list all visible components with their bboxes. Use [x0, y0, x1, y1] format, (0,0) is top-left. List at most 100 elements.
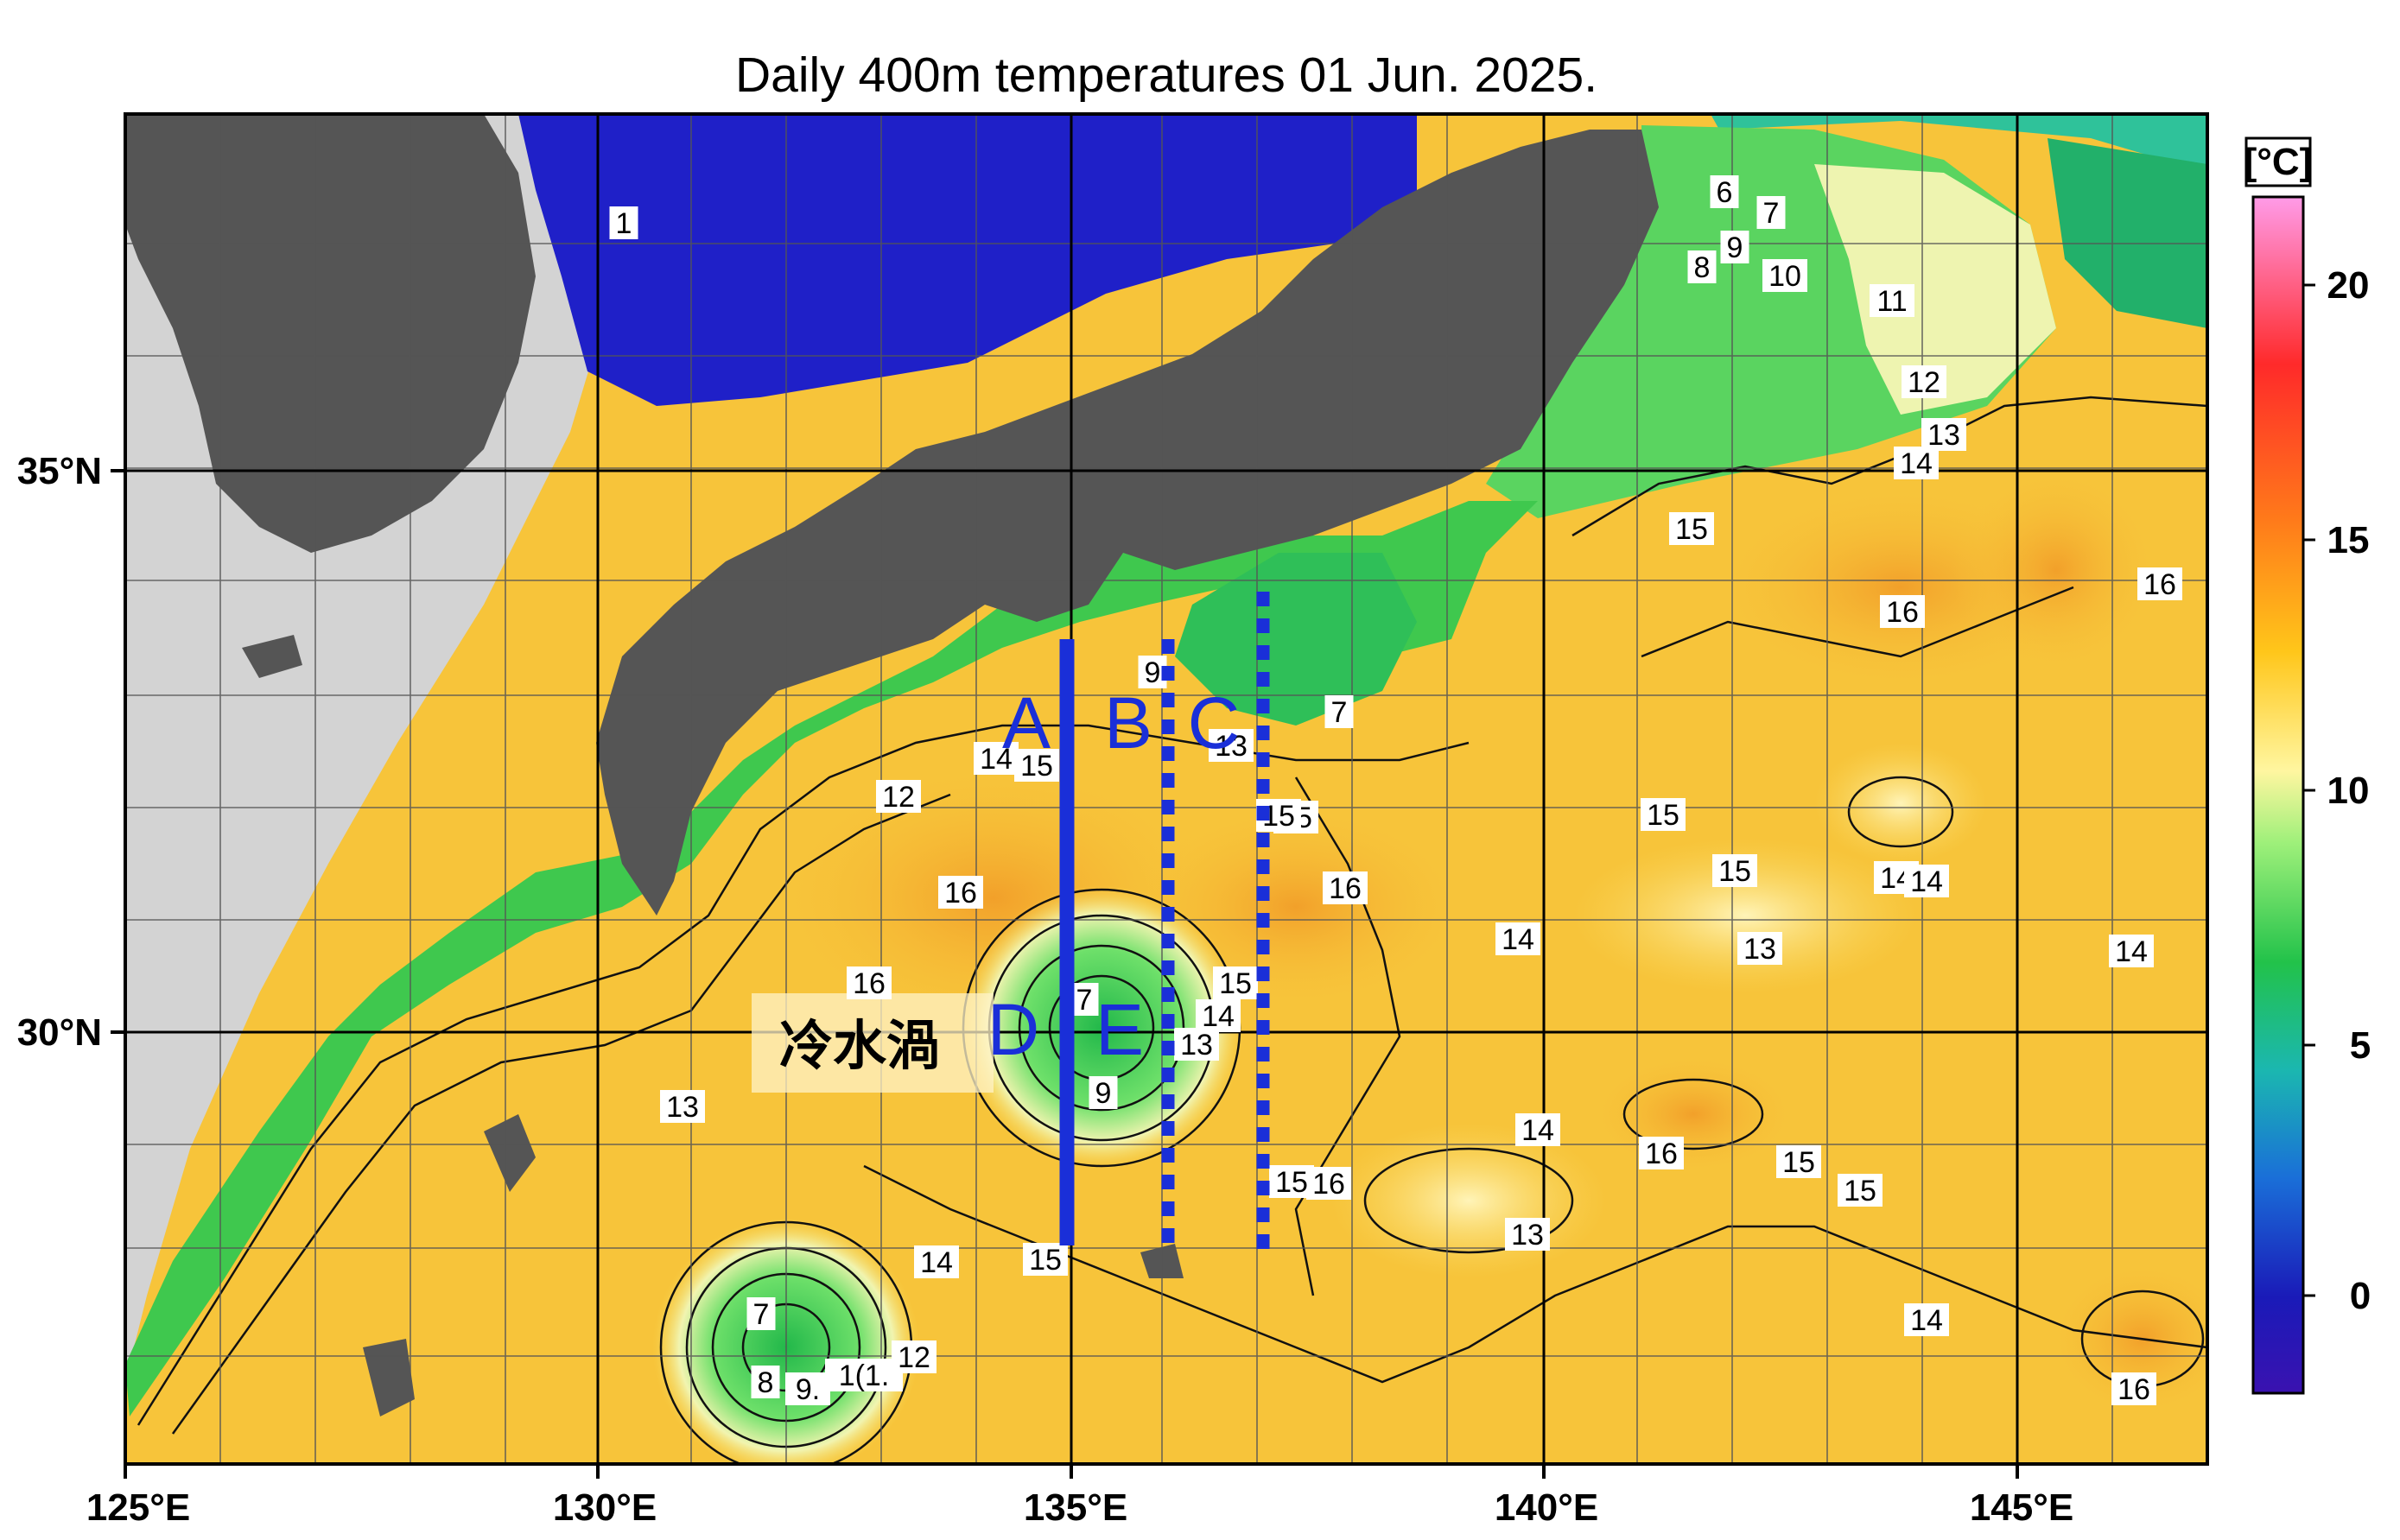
lon-label: 140°E: [1495, 1486, 1598, 1529]
contour-label: 13: [1743, 933, 1776, 966]
contour-label: 13: [1180, 1029, 1213, 1062]
contour-label-box: [1710, 175, 1739, 208]
contour-label: 16: [944, 877, 977, 909]
korea-land: [125, 114, 536, 553]
contour-label: 7: [1331, 696, 1348, 729]
colorbar-tick-label: 0: [2350, 1275, 2371, 1317]
contour-label: 14: [1910, 1304, 1943, 1337]
contour-label-box: [1014, 749, 1059, 782]
contour-label-box: [1639, 1137, 1684, 1169]
contour-label: 13: [666, 1091, 699, 1124]
contour-label-box: [1880, 595, 1925, 628]
contour-label-box: [1323, 871, 1368, 904]
section-label-e: E: [1095, 989, 1144, 1070]
north-pale-band: [1814, 164, 2056, 415]
contour-label-box: [2111, 1372, 2156, 1405]
contour-label-box: [1070, 983, 1099, 1016]
contour-label: 14: [1521, 1114, 1554, 1147]
contour-label: 14: [920, 1246, 953, 1279]
contour-label: 16: [2117, 1373, 2150, 1406]
contour-label-box: [1720, 231, 1749, 263]
contour-label-box: [1196, 999, 1241, 1032]
contour-label: 15: [1718, 855, 1751, 888]
contour-label: 16: [1329, 872, 1362, 905]
contour-label: 9: [1727, 231, 1743, 264]
warm-patch: [2048, 1261, 2207, 1416]
contour-label: 15: [1647, 799, 1679, 832]
contour-label: 9: [1145, 656, 1161, 689]
pale-patch: [1572, 838, 1918, 993]
lat-label: 30°N: [17, 1011, 102, 1054]
contour-label: 13: [1927, 419, 1960, 452]
map-title: Daily 400m temperatures 01 Jun. 2025.: [735, 48, 1597, 103]
warm-patch: [1952, 466, 2160, 674]
northeast-green: [2048, 138, 2207, 328]
contour-label: 16: [1645, 1138, 1678, 1170]
contour-label: 15: [1219, 967, 1252, 1000]
contour-label-box: [609, 206, 638, 239]
pale-patch: [1814, 743, 1987, 864]
contour-label-box: [1023, 1243, 1068, 1276]
contour-label-box: [1505, 1218, 1550, 1251]
island: [363, 1339, 415, 1416]
contour-label: 14: [1502, 923, 1534, 956]
contour-label: 16: [853, 967, 886, 1000]
cold-eddy-label: 冷水渦: [779, 1014, 940, 1077]
contour-label-box: [1838, 1174, 1883, 1207]
contour-label-box: [785, 1372, 830, 1405]
sea-of-japan: [518, 114, 1417, 406]
plot-frame: [124, 112, 2209, 1466]
contour-label: 1: [616, 207, 632, 240]
contour-label-box: [1870, 284, 1914, 317]
contour-label: 14: [1910, 865, 1943, 898]
contour-label: 14: [1900, 447, 1933, 480]
contour-label-box: [876, 780, 921, 813]
contour-label: 12: [1908, 366, 1940, 399]
section-label-a: A: [1002, 682, 1051, 764]
contour-label: 15: [1844, 1175, 1876, 1207]
contour-label: 7: [1076, 984, 1093, 1017]
contour-label-box: [1515, 1113, 1560, 1146]
contour-label-box: [1641, 798, 1686, 831]
contour-label-box: [1209, 729, 1254, 762]
contour-label-box: [1902, 365, 1946, 398]
contour-label-box: [1269, 1165, 1314, 1198]
contour-label-box: [847, 966, 892, 999]
contour-label: 6: [1717, 176, 1733, 209]
colorbar-unit-box: [2244, 136, 2312, 187]
contour-label-box: [1174, 1028, 1219, 1061]
coastal-cold-pool: [1175, 553, 1417, 726]
lon-label: 145°E: [1970, 1486, 2073, 1529]
section-label-b: B: [1104, 682, 1152, 764]
section-label-c: C: [1188, 682, 1241, 764]
contour-label: 12: [882, 781, 915, 814]
contour-label: 15: [1675, 513, 1708, 546]
colorbar: [2251, 195, 2305, 1395]
contour-label: 1(1.: [839, 1359, 890, 1392]
contour-label-box: [1904, 865, 1949, 897]
contour-label: 14: [1202, 1000, 1235, 1033]
contour-label: 11: [1876, 285, 1907, 318]
contour-label-box: [1495, 922, 1540, 955]
contour-label-box: [938, 876, 983, 909]
contour-label: 10: [1768, 260, 1801, 293]
contour-label: 16: [1886, 596, 1919, 629]
contour-label-box: [914, 1245, 959, 1278]
contour-label-box: [1756, 196, 1786, 229]
contour-label-box: [1712, 854, 1757, 887]
contour-label-box: [660, 1090, 705, 1123]
contour-label-box: [1762, 259, 1807, 292]
contour-label: 15: [1029, 1244, 1062, 1277]
warm-patch: [1590, 1054, 1797, 1175]
contour-label: 15: [1275, 1166, 1308, 1199]
contour-label-box: [974, 742, 1019, 775]
japan-land: [596, 130, 1659, 916]
contour-label: 12: [898, 1341, 930, 1374]
contour-label: 9: [1095, 1077, 1112, 1110]
contour-label-box: [1213, 966, 1258, 999]
contour-label: 9.: [796, 1373, 820, 1406]
contour-label-box: [1089, 1076, 1118, 1109]
contour-label-box: [2109, 935, 2154, 967]
colorbar-tick-label: 20: [2327, 264, 2370, 307]
